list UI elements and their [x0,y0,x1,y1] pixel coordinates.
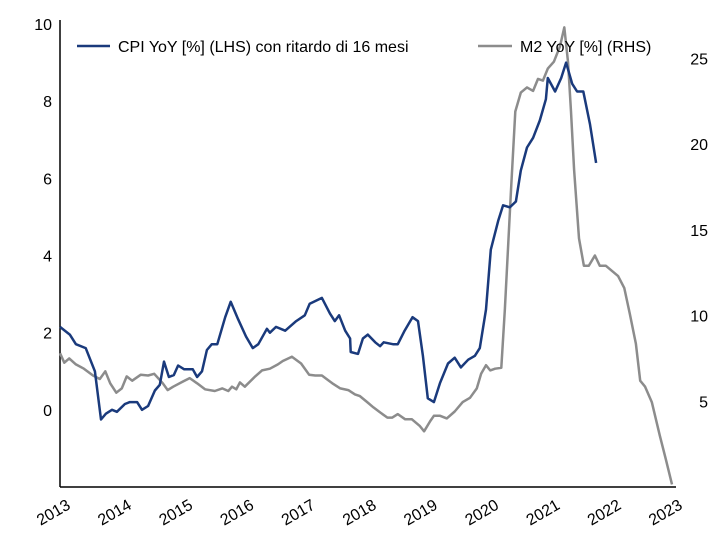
x-tick-label: 2016 [218,497,257,530]
x-tick-label: 2018 [340,497,379,530]
series-lines [58,26,674,485]
legend-label-cpi: CPI YoY [%] (LHS) con ritardo di 16 mesi [118,39,409,56]
x-tick-label: 2017 [279,497,318,530]
legend-label-m2: M2 YoY [%] (RHS) [520,39,651,56]
axes: 0 2 4 6 8 10 5 10 15 20 25 2013 2014 2015 2016 2017 2018… [34,17,708,529]
x-tick-label: 2013 [34,497,73,530]
x-tick-label: 2015 [156,497,195,530]
y-left-tick-label: 8 [43,94,52,111]
x-tick-label: 2020 [462,497,501,530]
x-tick-label: 2014 [95,497,134,530]
x-tick-label: 2023 [646,497,685,530]
y-left-tick-label: 4 [43,249,52,266]
x-tick-label: 2021 [524,497,563,530]
legend: CPI YoY [%] (LHS) con ritardo di 16 mesi… [77,39,651,56]
series-line-cpi [59,61,598,421]
y-left-tick-label: 6 [43,171,52,188]
y-right-tick-label: 10 [690,309,708,326]
y-left-tick-label: 2 [43,326,52,343]
y-right-tick-label: 25 [690,51,708,68]
x-tick-label: 2022 [585,497,624,530]
x-tick-label: 2019 [401,497,440,530]
y-left-tick-label: 0 [43,403,52,420]
y-right-tick-label: 20 [690,137,708,154]
series-line-m2 [58,26,674,485]
y-left-tick-label: 10 [34,17,52,34]
y-right-tick-label: 15 [690,223,708,240]
y-right-tick-label: 5 [699,394,708,411]
